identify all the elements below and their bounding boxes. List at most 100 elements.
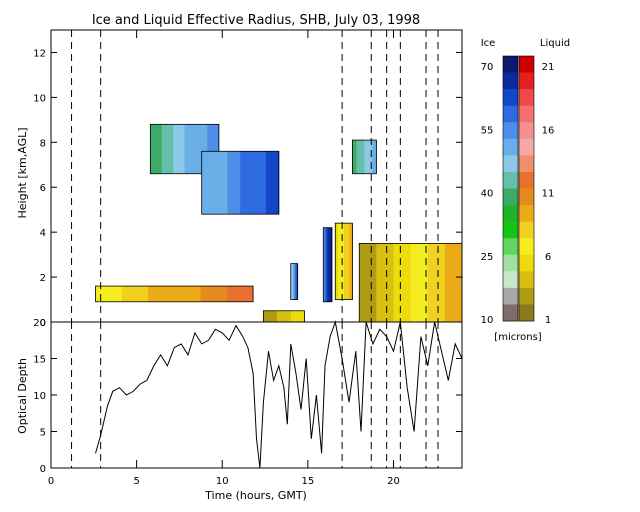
ice-cloud-cell: [184, 124, 197, 174]
colorbar-liquid-swatch: [519, 171, 534, 189]
liquid-cloud-cell: [277, 310, 285, 322]
ice-cloud-cell: [291, 263, 294, 300]
ice-cloud-cell: [173, 124, 186, 174]
height-axis-label: Height [km,AGL]: [16, 127, 29, 218]
liquid-cloud-cell: [349, 223, 353, 300]
time-axis-label: Time (hours, GMT): [204, 489, 307, 502]
liquid-cloud-cell: [121, 286, 149, 302]
dashed-time-lines-lower: [71, 322, 439, 468]
colorbar-liquid-swatch: [519, 105, 534, 123]
optical-depth-tick-label: 0: [40, 464, 46, 475]
height-tick-label: 6: [40, 183, 46, 194]
colorbar-liquid-tick-label: 16: [542, 125, 555, 136]
height-tick-label: 0: [40, 318, 46, 329]
optical-depth-ticks: 0 5 10 15 20: [33, 318, 462, 475]
colorbar: Ice Liquid 70 55 40 25 10 21 16 11 6 1 [microns]: [481, 38, 570, 343]
liquid-cloud-cell: [270, 310, 278, 322]
ice-cloud-region: [322, 227, 333, 303]
ice-cloud-cell: [295, 263, 297, 300]
liquid-cloud-cell: [338, 223, 342, 300]
time-tick-label: 10: [216, 476, 229, 487]
liquid-cloud-cell: [290, 310, 299, 322]
colorbar-ice-label: Ice: [481, 38, 496, 49]
time-ticks: 0 5 10 15 20: [48, 30, 400, 487]
ice-cloud-cell: [227, 151, 241, 215]
ice-cloud-cell: [360, 140, 365, 174]
optical-depth-tick-label: 10: [33, 391, 46, 402]
colorbar-ice-swatch: [503, 138, 518, 156]
colorbar-units: [microns]: [494, 332, 541, 343]
optical-depth-tick-label: 20: [33, 318, 46, 329]
ice-cloud-cell: [364, 140, 369, 174]
ice-cloud-outline: [351, 139, 377, 175]
colorbar-liquid-frame: [518, 55, 535, 322]
optical-depth-panel: 0 5 10 15 20 0 5 10 15 20 Optical Depth Time (ho…: [16, 30, 463, 502]
colorbar-liquid-tick-label: 21: [542, 62, 555, 73]
colorbar-ice-swatch: [503, 89, 518, 107]
colorbar-ice-tick-label: 10: [481, 315, 494, 326]
ice-cloud-cell: [327, 227, 330, 302]
colorbar-ice-swatch: [503, 287, 518, 305]
colorbar-ice-tick-label: 40: [481, 189, 494, 200]
colorbar-ice-swatch: [503, 254, 518, 272]
colorbar-liquid-swatch: [519, 271, 534, 289]
optical-depth-axis-label: Optical Depth: [16, 358, 29, 434]
liquid-cloud-cell: [343, 223, 348, 300]
time-tick-label: 5: [133, 476, 139, 487]
ice-cloud-cell: [161, 124, 174, 174]
colorbar-liquid-swatch: [519, 155, 534, 173]
liquid-cloud-cell: [340, 223, 345, 300]
colorbar-ice-swatch: [503, 72, 518, 90]
ice-cloud-cell: [324, 227, 327, 302]
ice-cloud-cell: [207, 124, 220, 174]
optical-depth-line: [95, 320, 463, 469]
liquid-cloud-cell: [283, 310, 292, 322]
colorbar-liquid-swatch: [519, 221, 534, 239]
colorbar-liquid-label: Liquid: [540, 38, 570, 49]
colorbar-liquid-swatch: [519, 72, 534, 90]
ice-cloud-region: [201, 150, 280, 215]
ice-cloud-cell: [356, 140, 361, 174]
liquid-cloud-cell: [346, 223, 351, 300]
ice-cloud-cell: [240, 151, 254, 215]
ice-cloud-cell: [195, 124, 208, 174]
liquid-cloud-region: [262, 310, 305, 323]
colorbar-ice-swatch: [503, 205, 518, 223]
liquid-cloud-region: [95, 285, 254, 303]
colorbar-liquid-swatch: [519, 56, 534, 73]
ice-cloud-region: [290, 263, 299, 300]
ice-cloud-cell: [352, 140, 357, 174]
liquid-cloud-cell: [376, 243, 394, 322]
ice-cloud-cell: [201, 151, 216, 215]
liquid-cloud-cell: [359, 243, 377, 322]
liquid-cloud-region: [334, 222, 353, 300]
ice-cloud-outline: [290, 263, 298, 300]
colorbar-ice-tick-label: 25: [481, 252, 494, 263]
liquid-cloud-cell: [297, 310, 305, 322]
heatmap-panel: 0 2 4 6 8 10 12 Height [km,AGL]: [16, 30, 463, 329]
ice-cloud-cell: [330, 227, 333, 302]
ice-cloud-outline: [149, 123, 220, 175]
ice-cloud-cell: [328, 227, 331, 302]
liquid-cloud-region: [358, 242, 463, 323]
colorbar-liquid-tick-label: 1: [545, 315, 551, 326]
colorbar-liquid-swatch: [519, 238, 534, 256]
colorbar-liquid-swatch: [519, 304, 534, 322]
height-tick-label: 8: [40, 138, 46, 149]
liquid-cloud-cell: [226, 286, 254, 302]
liquid-cloud-cell: [200, 286, 228, 302]
colorbar-ice-frame: [502, 55, 519, 322]
colorbar-liquid-strip: [519, 56, 534, 322]
liquid-cloud-outline: [95, 285, 254, 303]
cloud-regions: [95, 123, 463, 323]
colorbar-ice-strip: [503, 56, 518, 322]
ice-cloud-cell: [372, 140, 377, 174]
ice-cloud-cell: [368, 140, 373, 174]
colorbar-ice-swatch: [503, 155, 518, 173]
optical-depth-tick-label: 15: [33, 355, 46, 366]
colorbar-ice-swatch: [503, 221, 518, 239]
colorbar-ice-swatch: [503, 188, 518, 206]
time-tick-label: 20: [387, 476, 400, 487]
optical-depth-tick-label: 5: [40, 428, 46, 439]
